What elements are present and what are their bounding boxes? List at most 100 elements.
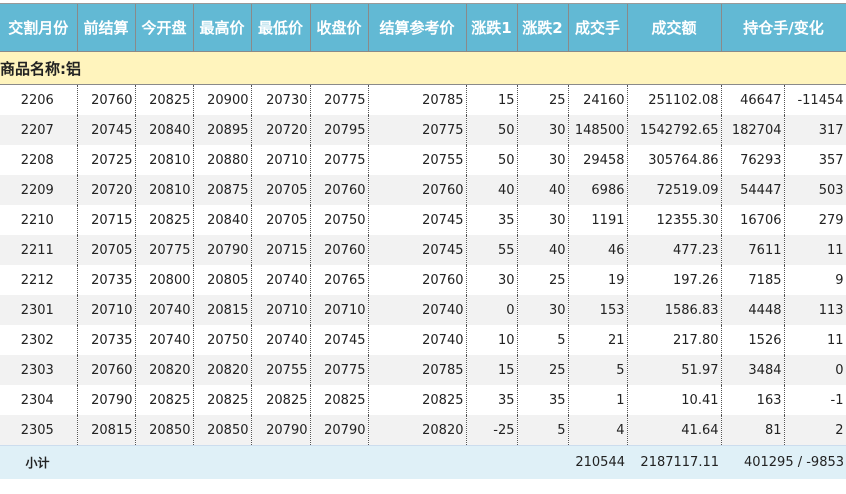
cell-low: 20705 (251, 175, 311, 205)
cell-delivery-month: 2302 (0, 325, 78, 355)
cell-change1: 35 (466, 385, 518, 415)
cell-turnover: 251102.08 (627, 84, 722, 115)
header-delivery-month[interactable]: 交割月份 (0, 4, 78, 52)
cell-high: 20815 (193, 295, 252, 325)
cell-volume: 4 (568, 415, 628, 446)
cell-change2: 25 (517, 355, 569, 385)
table-row[interactable]: 2302 20735 20740 20750 20740 20745 20740 10 5 21 2… (0, 325, 846, 355)
cell-high: 20805 (193, 265, 252, 295)
cell-delivery-month: 2210 (0, 205, 78, 235)
cell-change1: 50 (466, 145, 518, 175)
cell-turnover: 41.64 (627, 415, 722, 446)
subtotal-spacer (77, 445, 568, 479)
cell-delivery-month: 2207 (0, 115, 78, 145)
table-row[interactable]: 2207 20745 20840 20895 20720 20795 20775 50 30 14… (0, 115, 846, 145)
table-row[interactable]: 2210 20715 20825 20840 20705 20750 20745 35 30 11… (0, 205, 846, 235)
cell-change2: 5 (517, 325, 569, 355)
cell-change1: 50 (466, 115, 518, 145)
cell-change1: 0 (466, 295, 518, 325)
table-row[interactable]: 2301 20710 20740 20815 20710 20710 20740 0 30 153… (0, 295, 846, 325)
futures-quote-table: 交割月份 前结算 今开盘 最高价 最低价 收盘价 结算参考价 涨跌1 涨跌2 成… (0, 4, 846, 479)
cell-prev-settle: 20815 (77, 415, 136, 446)
cell-high: 20825 (193, 385, 252, 415)
header-volume[interactable]: 成交手 (568, 4, 628, 52)
cell-turnover: 72519.09 (627, 175, 722, 205)
cell-change1: 30 (466, 265, 518, 295)
cell-low: 20705 (251, 205, 311, 235)
header-prev-settle[interactable]: 前结算 (77, 4, 136, 52)
cell-low: 20740 (251, 265, 311, 295)
cell-open-interest: 46647 (721, 84, 785, 115)
cell-delivery-month: 2303 (0, 355, 78, 385)
cell-turnover: 10.41 (627, 385, 722, 415)
cell-low: 20710 (251, 145, 311, 175)
cell-change1: 15 (466, 355, 518, 385)
header-change1[interactable]: 涨跌1 (466, 4, 518, 52)
cell-volume: 148500 (568, 115, 628, 145)
cell-open-interest: 163 (721, 385, 785, 415)
table-row[interactable]: 2305 20815 20850 20850 20790 20790 20820 -25 5 4 4… (0, 415, 846, 446)
cell-volume: 21 (568, 325, 628, 355)
cell-high: 20875 (193, 175, 252, 205)
cell-open: 20825 (135, 385, 194, 415)
header-high[interactable]: 最高价 (193, 4, 252, 52)
cell-change2: 30 (517, 145, 569, 175)
cell-low: 20755 (251, 355, 311, 385)
cell-oi-change: 503 (784, 175, 846, 205)
cell-oi-change: 11 (784, 325, 846, 355)
cell-change1: 35 (466, 205, 518, 235)
table-row[interactable]: 2209 20720 20810 20875 20705 20760 20760 40 40 69… (0, 175, 846, 205)
cell-open: 20775 (135, 235, 194, 265)
cell-low: 20825 (251, 385, 311, 415)
cell-volume: 24160 (568, 84, 628, 115)
header-settle-ref[interactable]: 结算参考价 (368, 4, 467, 52)
cell-open-interest: 1526 (721, 325, 785, 355)
table-row[interactable]: 2303 20760 20820 20820 20755 20775 20785 15 25 5 5… (0, 355, 846, 385)
cell-turnover: 1586.83 (627, 295, 722, 325)
cell-prev-settle: 20715 (77, 205, 136, 235)
cell-close: 20775 (310, 84, 369, 115)
cell-prev-settle: 20720 (77, 175, 136, 205)
cell-change2: 30 (517, 115, 569, 145)
subtotal-volume: 210544 (568, 445, 627, 479)
header-open-interest[interactable]: 持仓手/变化 (721, 4, 846, 52)
cell-open: 20825 (135, 84, 194, 115)
cell-volume: 1191 (568, 205, 628, 235)
cell-low: 20730 (251, 84, 311, 115)
table-row[interactable]: 2304 20790 20825 20825 20825 20825 20825 35 35 1 1… (0, 385, 846, 415)
cell-change2: 30 (517, 205, 569, 235)
cell-oi-change: 357 (784, 145, 846, 175)
cell-turnover: 197.26 (627, 265, 722, 295)
cell-high: 20880 (193, 145, 252, 175)
header-change2[interactable]: 涨跌2 (517, 4, 569, 52)
table-row[interactable]: 2211 20705 20775 20790 20715 20760 20745 55 40 46… (0, 235, 846, 265)
cell-close: 20745 (310, 325, 369, 355)
cell-low: 20710 (251, 295, 311, 325)
cell-volume: 153 (568, 295, 628, 325)
cell-settle-ref: 20785 (368, 355, 467, 385)
cell-settle-ref: 20775 (368, 115, 467, 145)
table-row[interactable]: 2208 20725 20810 20880 20710 20775 20755 50 30 29… (0, 145, 846, 175)
cell-settle-ref: 20820 (368, 415, 467, 446)
cell-change2: 5 (517, 415, 569, 446)
cell-open: 20740 (135, 325, 194, 355)
cell-low: 20715 (251, 235, 311, 265)
cell-oi-change: 317 (784, 115, 846, 145)
cell-delivery-month: 2305 (0, 415, 78, 446)
header-low[interactable]: 最低价 (251, 4, 311, 52)
header-close[interactable]: 收盘价 (310, 4, 369, 52)
cell-open: 20825 (135, 205, 194, 235)
cell-close: 20760 (310, 235, 369, 265)
header-turnover[interactable]: 成交额 (627, 4, 722, 52)
cell-low: 20740 (251, 325, 311, 355)
cell-high: 20850 (193, 415, 252, 446)
cell-open-interest: 7611 (721, 235, 785, 265)
table-row[interactable]: 2212 20735 20800 20805 20740 20765 20760 30 25 19… (0, 265, 846, 295)
cell-change1: -25 (466, 415, 518, 446)
cell-close: 20775 (310, 145, 369, 175)
header-open[interactable]: 今开盘 (135, 4, 194, 52)
cell-turnover: 51.97 (627, 355, 722, 385)
cell-open: 20800 (135, 265, 194, 295)
cell-open-interest: 7185 (721, 265, 785, 295)
table-row[interactable]: 2206 20760 20825 20900 20730 20775 20785 15 25 24… (0, 84, 846, 115)
